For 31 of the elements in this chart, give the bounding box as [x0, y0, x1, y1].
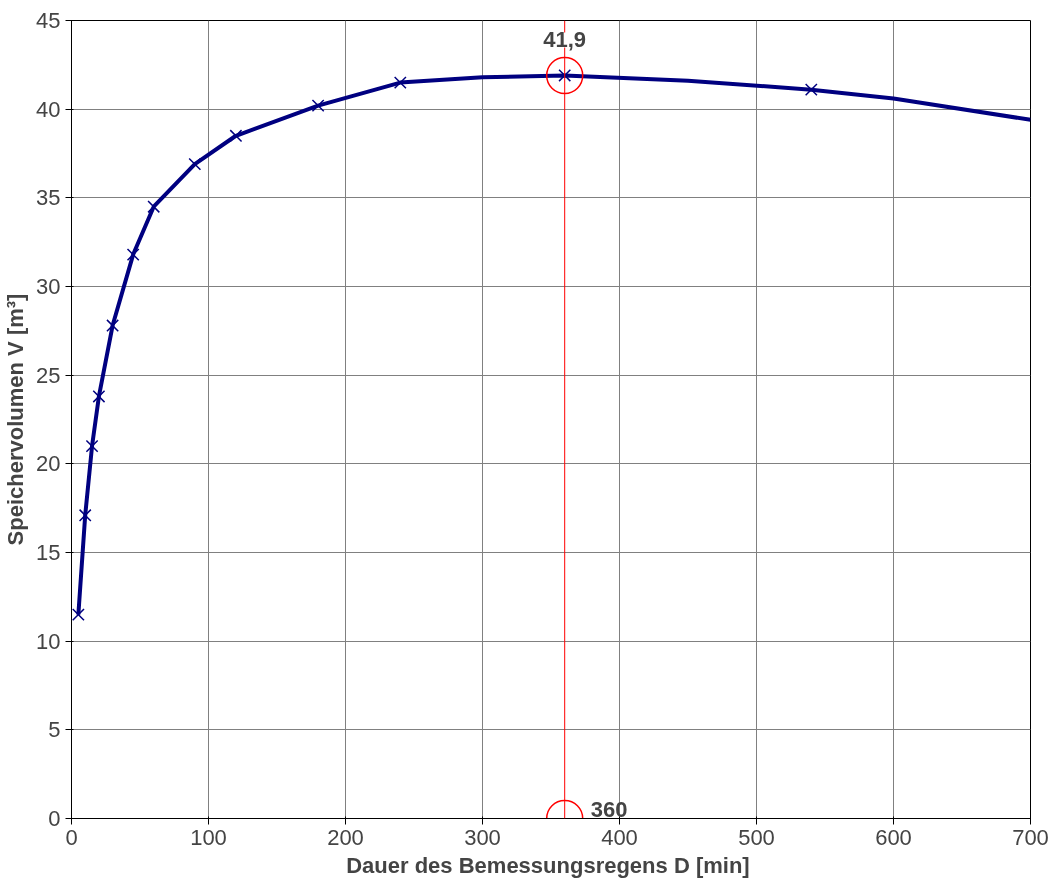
y-tick-label: 20	[36, 451, 61, 477]
x-tick-label: 300	[464, 824, 501, 850]
y-tick-label: 35	[36, 185, 61, 211]
point	[71, 608, 85, 621]
x-tick-label: 500	[738, 824, 775, 850]
x-tick-label: 700	[1012, 824, 1049, 850]
point	[92, 390, 106, 403]
x-tick-label: 400	[601, 824, 638, 850]
x-axis-title: Dauer des Bemessungsregens D [min]	[346, 852, 750, 878]
y-tick-label: 25	[36, 362, 61, 388]
y-tick-label: 45	[36, 8, 61, 33]
point	[126, 248, 140, 261]
x-tick-label: 0	[65, 824, 78, 850]
y-tick-label: 15	[36, 540, 61, 565]
point	[229, 129, 243, 143]
point	[311, 99, 325, 113]
y-tick-label: 10	[36, 628, 61, 654]
point	[804, 83, 818, 97]
x-tick-label: 200	[327, 824, 364, 850]
y-tick-label: 30	[36, 274, 61, 299]
x-tick-label: 100	[190, 824, 227, 850]
x-tick-label: 600	[875, 824, 912, 850]
y-tick-label: 40	[36, 96, 61, 122]
y-tick-label: 5	[48, 717, 61, 743]
annotation: 41,9	[543, 27, 587, 53]
point	[78, 508, 92, 522]
point	[393, 76, 407, 89]
y-axis-title: Speichervolumen V [m³]	[3, 293, 29, 546]
point	[85, 439, 99, 453]
point	[106, 319, 120, 332]
y-tick-label: 0	[48, 806, 61, 831]
